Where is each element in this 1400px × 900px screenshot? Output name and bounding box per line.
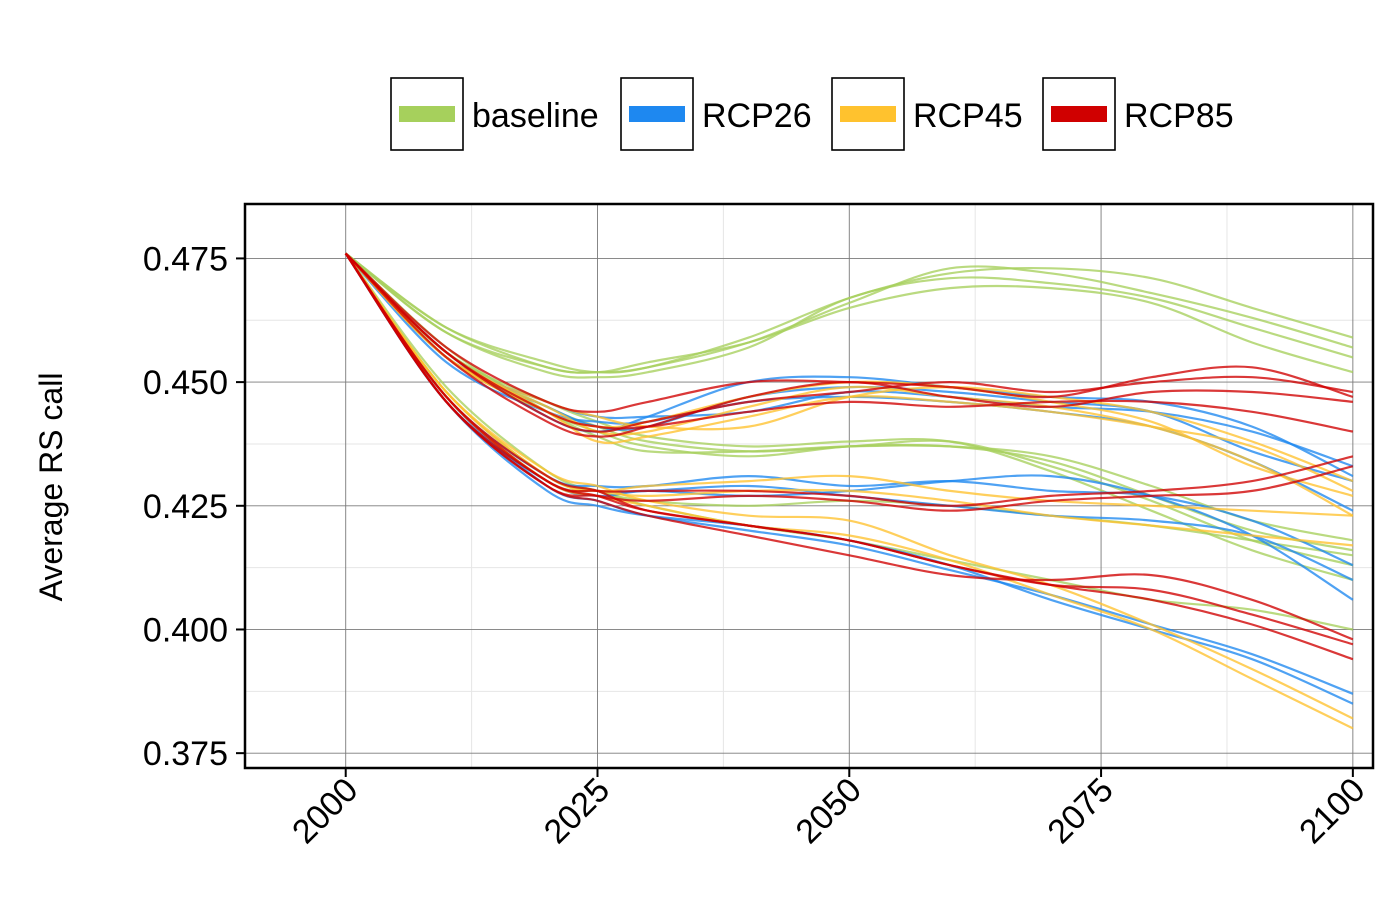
series-line-baseline <box>345 252 1354 374</box>
series-lines <box>344 252 1354 730</box>
legend-swatch-baseline <box>399 106 455 122</box>
x-tick-label: 2050 <box>789 771 869 851</box>
y-tick-label: 0.375 <box>143 735 228 773</box>
x-tick-label: 2025 <box>537 771 617 851</box>
series-line-rcp45 <box>344 252 1354 483</box>
legend-label-baseline: baseline <box>472 97 599 135</box>
series-line-baseline <box>345 252 1354 374</box>
series-line-rcp45 <box>344 252 1354 720</box>
y-tick-label: 0.450 <box>143 364 228 402</box>
y-axis: 0.375 0.400 0.425 0.450 0.475 <box>143 240 245 773</box>
series-line-rcp45 <box>344 252 1353 517</box>
legend-swatch-rcp45 <box>840 106 896 122</box>
legend-label-rcp26: RCP26 <box>702 97 812 135</box>
legend-swatch-rcp26 <box>629 106 685 122</box>
legend-swatch-rcp85 <box>1051 106 1107 122</box>
legend-label-rcp85: RCP85 <box>1124 97 1234 135</box>
x-axis: 2000 2025 2050 2075 2100 <box>285 768 1373 851</box>
y-tick-label: 0.425 <box>143 488 228 526</box>
series-line-rcp85 <box>344 252 1354 433</box>
series-line-rcp85 <box>344 252 1354 507</box>
x-tick-label: 2000 <box>285 771 365 851</box>
series-line-baseline <box>345 252 1354 374</box>
legend-label-rcp45: RCP45 <box>913 97 1023 135</box>
series-line-rcp85 <box>344 252 1354 641</box>
x-tick-label: 2100 <box>1292 771 1372 851</box>
series-line-baseline <box>345 252 1354 379</box>
y-tick-label: 0.400 <box>143 611 228 649</box>
series-line-rcp85 <box>344 252 1354 413</box>
legend: baseline RCP26 RCP45 RCP85 <box>390 77 1234 151</box>
y-axis-title: Average RS call <box>33 373 69 602</box>
series-line-rcp85 <box>344 252 1354 433</box>
series-line-rcp85 <box>344 252 1354 438</box>
series-line-rcp85 <box>344 252 1354 661</box>
x-tick-label: 2075 <box>1040 771 1120 851</box>
plot-frame <box>243 202 1375 770</box>
series-line-rcp45 <box>344 252 1354 517</box>
y-tick-label: 0.475 <box>143 240 228 278</box>
